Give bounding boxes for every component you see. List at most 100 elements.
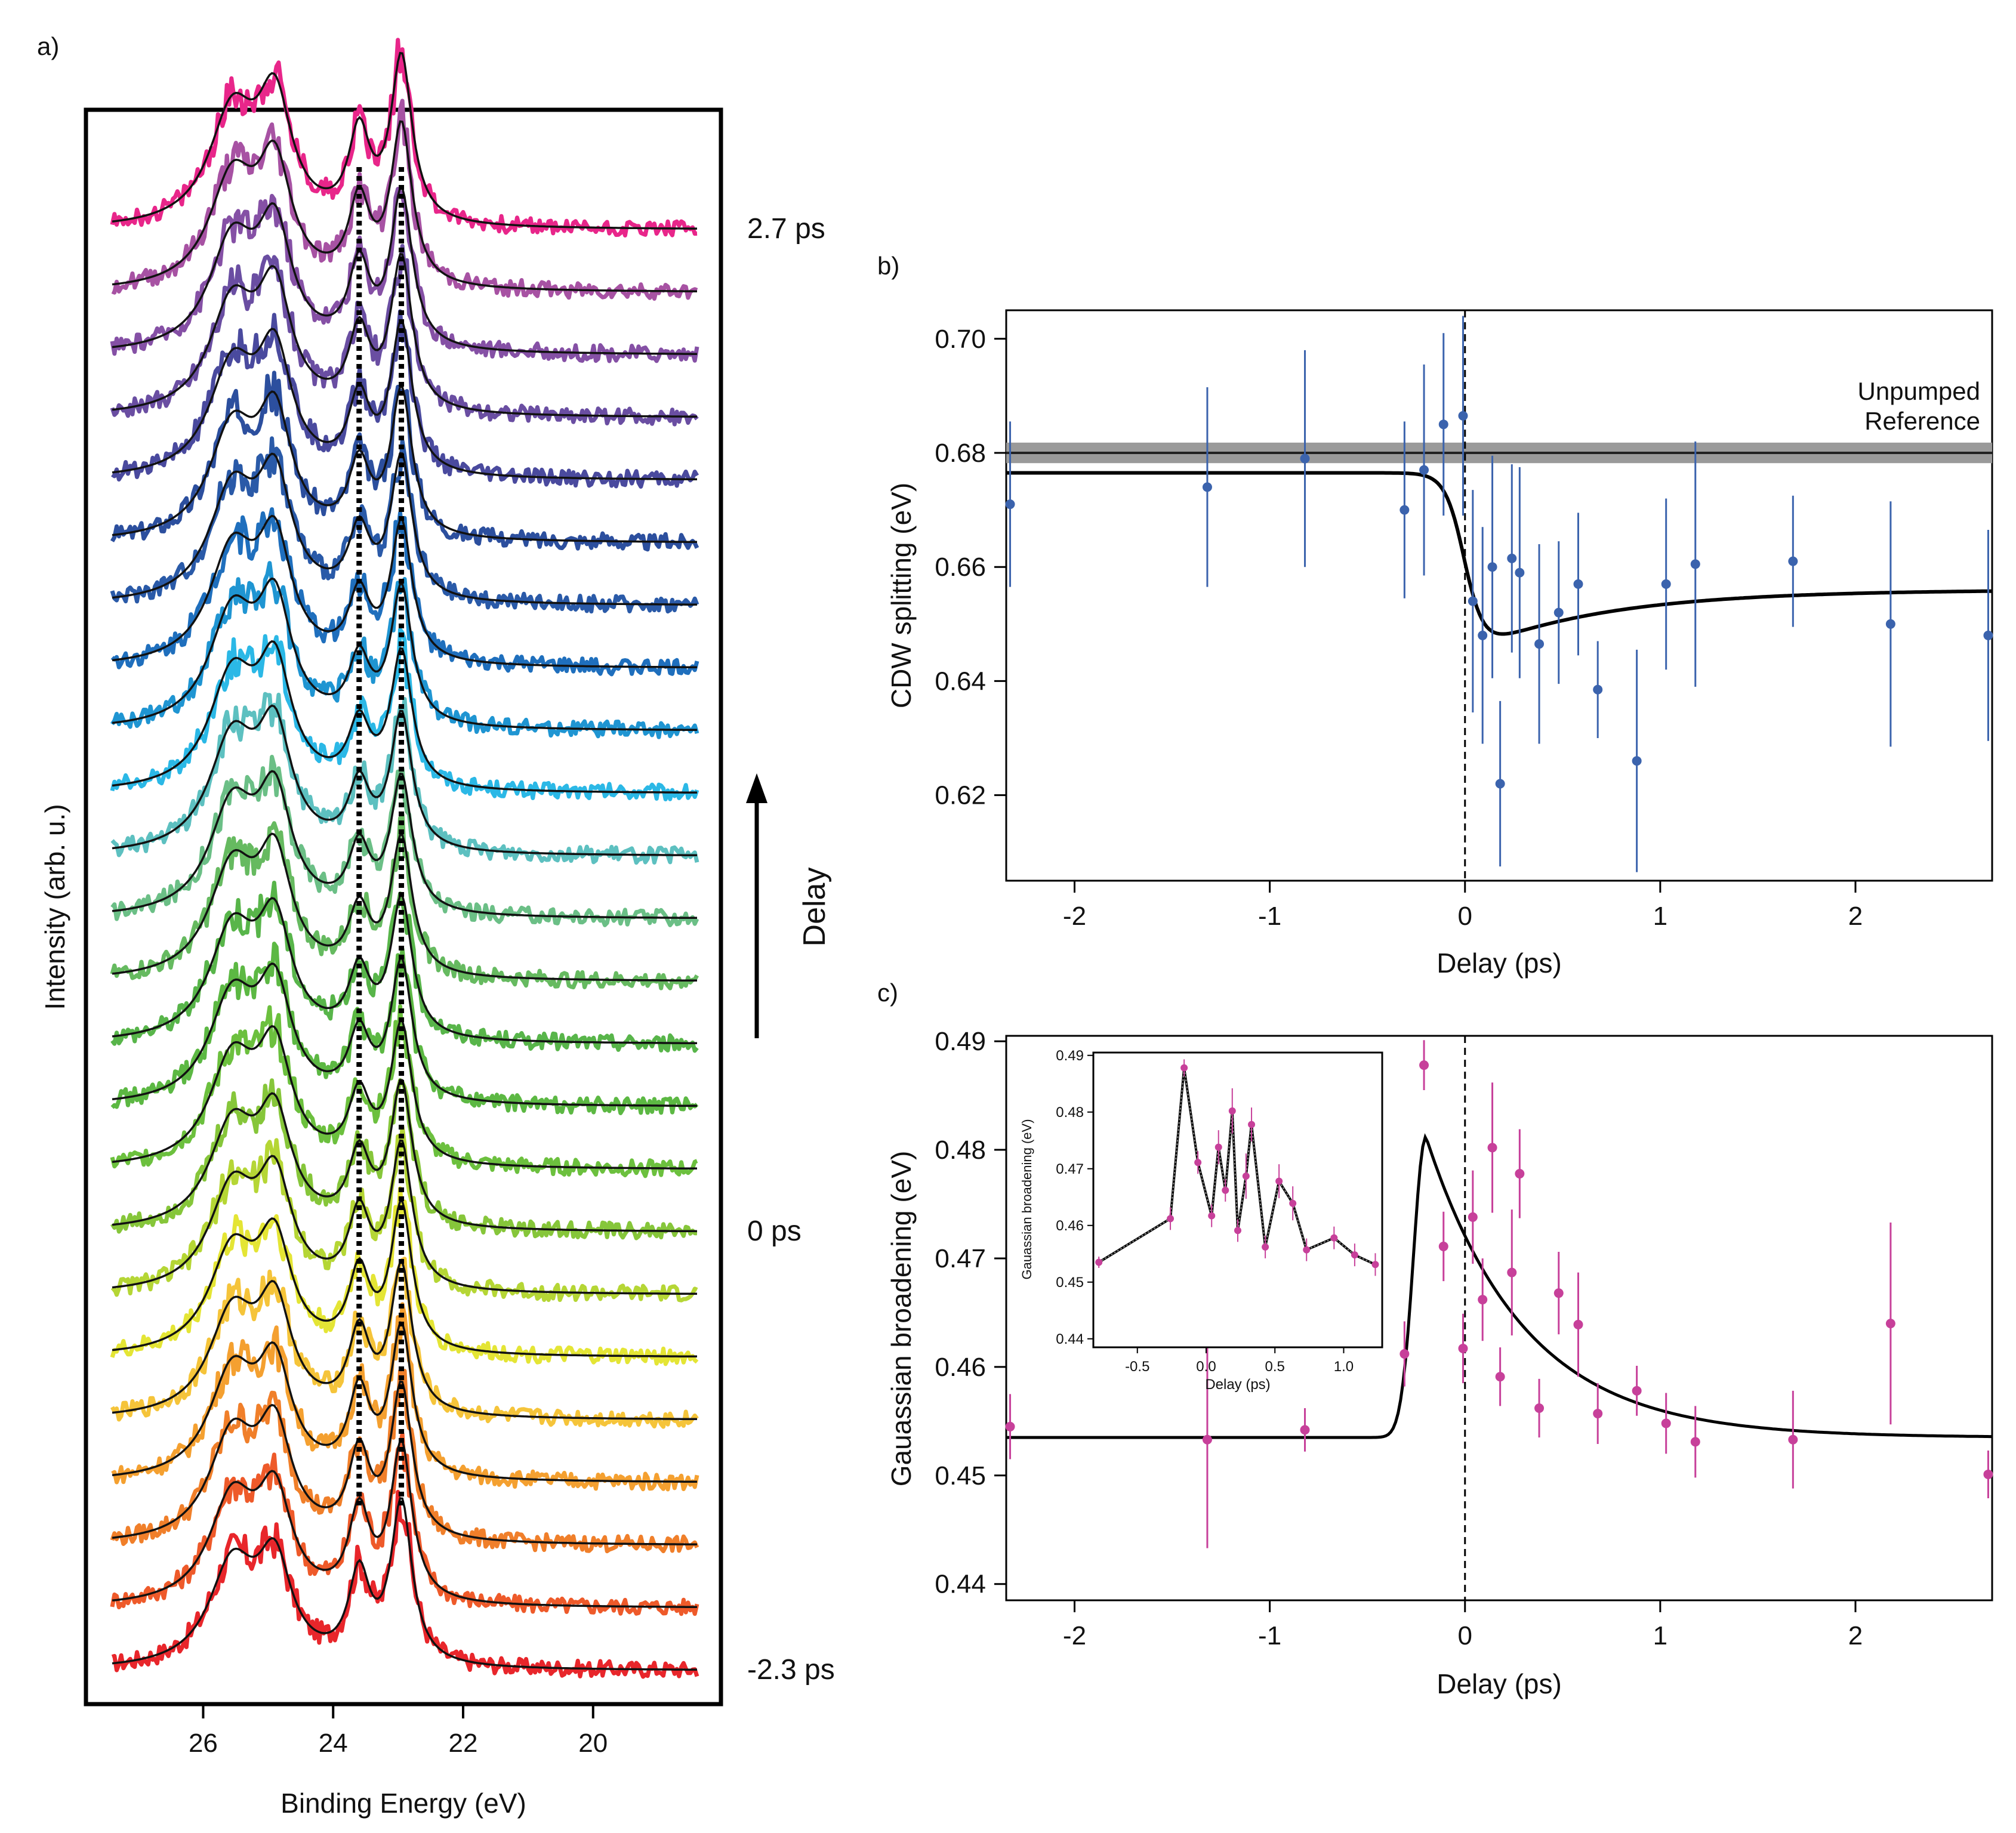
data-point (1515, 1169, 1525, 1179)
y-tick-label: 0.48 (935, 1135, 986, 1165)
spectrum-trace (111, 98, 698, 301)
data-point (1222, 1186, 1229, 1194)
data-point (1202, 1434, 1212, 1445)
panel-a-x-ticks: 26 24 22 20 (189, 1704, 608, 1758)
x-tick-label: 0 (1458, 1621, 1472, 1650)
data-point (1507, 1267, 1517, 1277)
spectrum-trace (110, 755, 699, 927)
inset-x-label: Delay (ps) (1205, 1377, 1270, 1393)
y-tick-label: 0.46 (935, 1353, 986, 1382)
spectrum-fit (112, 252, 697, 418)
y-tick-label: 0.70 (935, 325, 986, 354)
data-point (1885, 619, 1895, 629)
inset-x-ticks: -0.5 0.0 0.5 1.0 (1125, 1347, 1354, 1375)
delay-axis-label: Delay (797, 868, 832, 947)
data-point (1632, 1385, 1642, 1396)
spectrum-fit (112, 894, 697, 1045)
data-point (1275, 1177, 1283, 1185)
x-tick-label: 2 (1848, 902, 1863, 931)
data-point (1180, 1064, 1188, 1072)
data-point (1300, 1425, 1310, 1435)
x-tick-label: -2 (1063, 1621, 1086, 1650)
data-point (1208, 1212, 1216, 1220)
data-point (1458, 411, 1468, 421)
data-point (1593, 1409, 1603, 1419)
panel-b-y-ticks: 0.62 0.64 0.66 0.68 0.70 (935, 325, 1006, 810)
data-point (1495, 1372, 1505, 1382)
data-point (1468, 1212, 1478, 1222)
x-tick-label: 0.0 (1196, 1359, 1216, 1375)
spectrum-trace (111, 1489, 699, 1679)
data-point (1534, 639, 1545, 649)
data-point (1005, 1421, 1015, 1431)
delay-arrow (746, 773, 767, 1038)
y-tick-label: 0.44 (935, 1570, 986, 1599)
spectrum-fit (112, 1497, 697, 1671)
panel-label-c: c) (877, 979, 898, 1007)
x-tick-label: 1.0 (1334, 1359, 1354, 1375)
spectrum-fit (112, 640, 697, 794)
panel-b-y-label: CDW splitting (eV) (886, 483, 917, 708)
data-point (1690, 1437, 1700, 1447)
delay-annotation: 0 ps (747, 1215, 802, 1247)
data-point (1262, 1243, 1269, 1251)
panel-label-b: b) (877, 252, 899, 280)
data-point (1788, 556, 1798, 566)
y-tick-label: 0.49 (1056, 1048, 1084, 1064)
data-point (1371, 1261, 1379, 1269)
panel-b-x-label: Delay (ps) (1437, 948, 1562, 979)
spectrum-fit (112, 51, 697, 230)
panel-c-frame (1005, 1035, 1993, 1601)
spectrum-fit (112, 1079, 698, 1233)
y-tick-label: 0.49 (935, 1027, 986, 1056)
data-point (1330, 1234, 1338, 1242)
data-point (1573, 1319, 1583, 1329)
data-point (1468, 596, 1478, 606)
data-point (1487, 562, 1497, 572)
data-point (1400, 1349, 1410, 1359)
panel-c-points (1005, 1040, 1993, 1548)
x-tick-label: -1 (1258, 902, 1281, 931)
panel-a: 26 24 22 20 Binding Energy (eV) Intensity (… (39, 38, 835, 1819)
spectrum-fit (112, 577, 697, 732)
data-point (1553, 607, 1564, 618)
inset-frame (1092, 1051, 1383, 1348)
data-point (1005, 499, 1015, 510)
data-point (1194, 1159, 1202, 1167)
data-point (1553, 1288, 1564, 1298)
data-point (1095, 1258, 1103, 1266)
y-tick-label: 0.47 (1056, 1161, 1084, 1177)
panel-a-delay-annotations: 2.7 ps 0 ps -2.3 ps (747, 213, 835, 1686)
spectrum-fit (112, 1321, 697, 1483)
spectrum-trace (110, 812, 699, 990)
data-point (1438, 1241, 1448, 1251)
data-point (1983, 630, 1993, 640)
spectrum-fit (112, 1200, 697, 1358)
spectrum-fit (112, 514, 697, 669)
data-point (1234, 1227, 1241, 1235)
x-tick-label: 24 (319, 1729, 348, 1758)
data-point (1632, 756, 1642, 766)
data-point (1690, 559, 1700, 569)
panel-c-x-label: Delay (ps) (1437, 1668, 1562, 1699)
inset-y-ticks: 0.44 0.45 0.46 0.47 0.48 0.49 (1056, 1048, 1093, 1347)
data-point (1534, 1403, 1545, 1413)
panel-c: -2 -1 0 1 2 0.44 0.45 0.46 0.47 0.48 0.49 Delay (… (886, 1027, 1993, 1699)
data-point (1487, 1143, 1497, 1153)
data-point (1983, 1469, 1993, 1479)
panel-b-frame (1005, 309, 1993, 882)
data-point (1515, 567, 1525, 578)
x-tick-label: 1 (1653, 902, 1667, 931)
data-point (1495, 779, 1505, 789)
spectrum-trace (110, 1186, 699, 1366)
data-point (1248, 1121, 1256, 1128)
delay-annotation: 2.7 ps (747, 213, 825, 245)
x-tick-label: -0.5 (1125, 1359, 1149, 1375)
spectrum-fit (112, 120, 697, 292)
spectrum-trace (110, 38, 698, 237)
spectrum-fit (112, 957, 697, 1107)
reference-label-line1: Unpumped (1858, 377, 1980, 405)
spectrum-trace (110, 507, 699, 677)
data-point (1593, 684, 1603, 695)
